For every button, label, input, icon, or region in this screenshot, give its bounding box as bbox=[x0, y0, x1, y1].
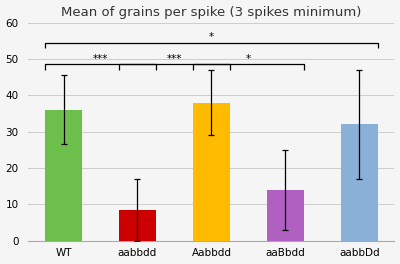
Text: *: * bbox=[209, 32, 214, 42]
Bar bbox=[341, 124, 378, 241]
Bar bbox=[193, 102, 230, 241]
Text: ***: *** bbox=[167, 54, 182, 64]
Text: *: * bbox=[246, 54, 251, 64]
Bar bbox=[45, 110, 82, 241]
Text: ***: *** bbox=[93, 54, 108, 64]
Title: Mean of grains per spike (3 spikes minimum): Mean of grains per spike (3 spikes minim… bbox=[61, 6, 362, 18]
Bar bbox=[119, 210, 156, 241]
Bar bbox=[267, 190, 304, 241]
